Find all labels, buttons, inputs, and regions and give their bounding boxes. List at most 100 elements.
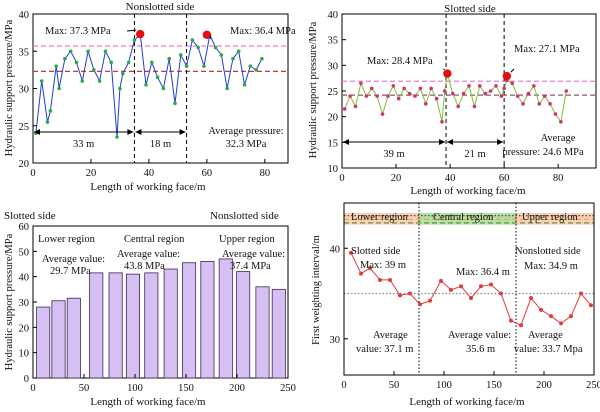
y-axis-label: Hydraulic support pressure/MPa — [4, 19, 15, 156]
y-tick-label: 20 — [19, 323, 30, 334]
avg-upper-line1: Average — [528, 330, 563, 341]
bar — [125, 273, 140, 379]
data-point — [559, 120, 563, 124]
region-label-central: Central region — [124, 234, 185, 245]
data-point — [178, 53, 183, 57]
x-tick-label: 50 — [389, 380, 400, 391]
span-label: 39 m — [383, 149, 404, 160]
data-point — [579, 291, 583, 296]
x-tick-label: 20 — [391, 173, 402, 184]
data-point — [97, 79, 102, 83]
data-point — [167, 56, 171, 61]
span-label: 21 m — [464, 149, 485, 160]
bar — [144, 272, 159, 379]
data-point — [456, 104, 460, 109]
max-markers: Max: 37.3 MPa Max: 36.4 MPa — [45, 26, 296, 40]
data-point — [375, 94, 379, 98]
data-point — [109, 60, 114, 65]
data-point — [483, 91, 488, 96]
data-point — [380, 112, 385, 116]
side-label-slotted: Slotted side — [351, 246, 401, 257]
data-point — [488, 89, 493, 93]
data-point — [499, 94, 504, 98]
data-point — [569, 314, 573, 319]
y-tick-label: 0 — [24, 374, 29, 385]
avg-central-line2: 35.6 m — [466, 344, 495, 355]
data-point — [461, 91, 466, 96]
x-tick-label: 0 — [339, 173, 344, 184]
y-tick-label: 40 — [19, 273, 30, 284]
data-point — [589, 303, 593, 308]
data-point — [418, 302, 422, 307]
data-point — [184, 64, 189, 68]
data-point — [509, 318, 513, 323]
data-point — [369, 86, 374, 91]
region-label-upper: Upper region — [522, 212, 578, 223]
x-tick-label: 0 — [30, 168, 35, 179]
bar — [255, 286, 270, 379]
data-point — [63, 56, 67, 61]
average-label-line1: Average — [541, 133, 576, 144]
bar — [36, 306, 51, 379]
data-point — [219, 53, 224, 57]
data-point — [190, 38, 195, 42]
max-arrow — [209, 35, 212, 40]
data-point — [548, 102, 552, 106]
max-point — [136, 29, 145, 39]
data-point — [494, 84, 498, 88]
data-point — [213, 45, 218, 50]
data-point — [559, 321, 563, 326]
x-axis-label: Length of working face/m — [90, 396, 206, 408]
data-point — [115, 135, 119, 139]
data-point — [349, 250, 353, 255]
x-axis-label: Length of working face/m — [410, 185, 526, 197]
max-point — [443, 69, 452, 78]
data-point — [407, 91, 412, 96]
span-arrowhead — [439, 139, 446, 145]
data-series — [34, 32, 264, 139]
data-point — [398, 293, 402, 298]
span-label: 33 m — [73, 139, 94, 150]
region-label-central: Central region — [433, 212, 494, 223]
bar — [218, 258, 233, 379]
x-tick-label: 60 — [202, 168, 213, 179]
series-line — [344, 73, 567, 124]
y-tick-label: 30 — [328, 61, 339, 72]
plot-frame — [341, 13, 597, 169]
span-arrowhead — [447, 139, 454, 145]
data-point — [549, 314, 553, 319]
x-tick-label: 250 — [280, 383, 296, 394]
y-tick-label: 25 — [19, 122, 30, 133]
data-point — [442, 89, 447, 93]
data-point — [489, 282, 493, 287]
bar — [236, 271, 251, 379]
data-point — [92, 68, 96, 72]
axis-ticks: 0 20 40 60 80 10 15 20 25 30 35 40 — [328, 10, 564, 184]
data-point — [408, 291, 412, 296]
avg-lower-line1: Average — [373, 330, 408, 341]
data-series — [342, 71, 569, 124]
data-point — [155, 75, 160, 80]
x-tick-label: 50 — [79, 383, 90, 394]
reference-lines — [33, 45, 288, 72]
chart-first-weighting: Length of working face/m First weighting… — [311, 202, 600, 408]
y-tick-label: 20 — [19, 159, 30, 170]
data-point — [68, 49, 73, 54]
avg-lower-line2: value: 37.1 m — [356, 344, 413, 355]
y-tick-label: 30 — [19, 85, 30, 96]
data-point — [342, 107, 347, 111]
max-label-lower: Max: 39 m — [360, 260, 406, 271]
data-point — [45, 120, 50, 124]
data-point — [236, 49, 241, 54]
region-label-upper: Upper region — [219, 234, 275, 245]
y-tick-label: 40 — [328, 10, 339, 21]
data-point — [359, 271, 363, 276]
series-line — [35, 32, 263, 137]
data-point — [553, 112, 558, 116]
data-point — [423, 102, 428, 106]
y-tick-label: 60 — [19, 222, 30, 233]
plot-frame — [343, 202, 595, 376]
data-point — [539, 307, 543, 312]
x-tick-label: 100 — [436, 380, 452, 391]
y-tick-label: 35 — [19, 47, 30, 58]
